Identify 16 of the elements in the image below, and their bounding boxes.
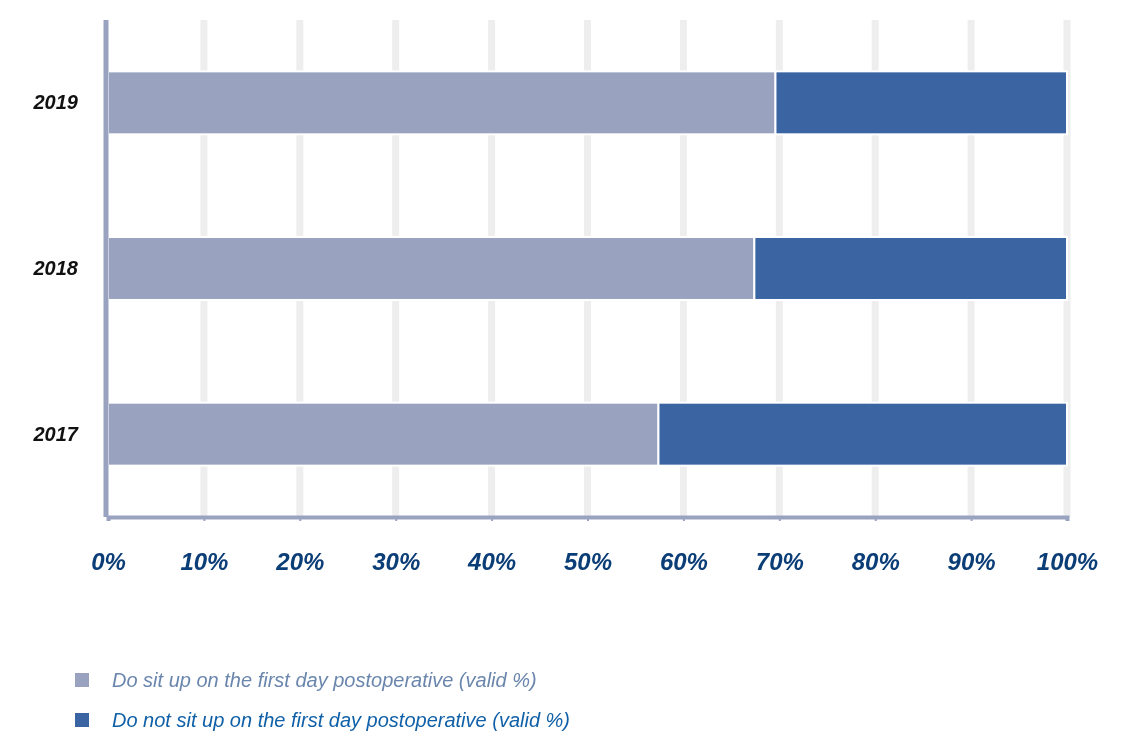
y-tick-label: 2017 xyxy=(32,422,79,445)
x-tick-label: 100% xyxy=(1036,547,1099,575)
x-tick-label: 10% xyxy=(180,547,229,575)
x-tick-label: 90% xyxy=(947,547,996,575)
x-tick-label: 80% xyxy=(851,547,900,575)
x-tick-label: 0% xyxy=(91,547,126,575)
x-tick-label: 30% xyxy=(372,547,421,575)
x-tick-label: 40% xyxy=(467,547,517,575)
legend-label: Do not sit up on the first day postoperative (valid %) xyxy=(112,709,571,731)
x-tick-label: 20% xyxy=(275,547,325,575)
x-tick-label: 70% xyxy=(755,547,804,575)
x-tick-label: 50% xyxy=(563,547,613,575)
y-tick-label: 2018 xyxy=(32,256,79,279)
legend-label: Do sit up on the first day postoperative (valid %) xyxy=(112,669,537,691)
y-tick-label: 2019 xyxy=(32,91,79,114)
x-tick-label: 60% xyxy=(659,547,708,575)
